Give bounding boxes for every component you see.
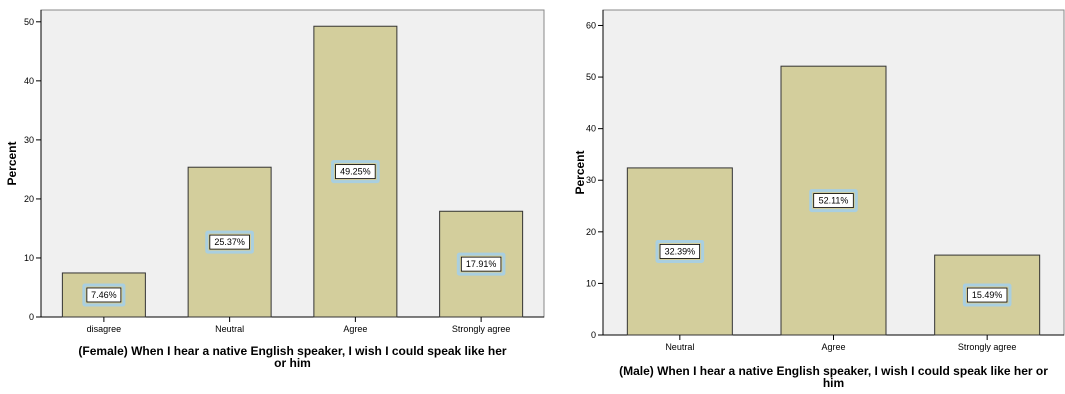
male-y-tick-label: 0 <box>591 330 596 340</box>
male-y-tick-label: 40 <box>586 124 596 134</box>
female-data-label: 49.25% <box>340 167 371 177</box>
female-x-tick-label: Neutral <box>215 324 244 334</box>
male-y-tick-label: 20 <box>586 227 596 237</box>
female-y-tick-label: 40 <box>24 76 34 86</box>
female-data-label: 25.37% <box>214 237 245 247</box>
female-data-label-halo <box>456 252 506 276</box>
female-chart-svg: 0 10 20 30 40 50 Percent disagree 7.46% Neutral 25… <box>5 9 545 370</box>
female-chart: 0 10 20 30 40 50 Percent disagree 7.46% Neutral 25… <box>5 9 545 370</box>
male-data-label: 15.49% <box>972 290 1003 300</box>
female-y-tick-label: 20 <box>24 194 34 204</box>
female-data-label-box <box>335 164 376 180</box>
female-y-tick-label: 10 <box>24 253 34 263</box>
female-data-label-halo <box>205 230 254 254</box>
male-x-tick-label: Strongly agree <box>958 342 1017 352</box>
female-data-label-box <box>460 256 502 272</box>
male-y-tick-label: 30 <box>586 175 596 185</box>
female-data-label-box <box>86 287 122 303</box>
female-data-label-box <box>209 234 250 250</box>
male-data-label-box <box>659 244 701 259</box>
male-y-axis-title: Percent <box>573 150 587 194</box>
male-y-tick-label: 60 <box>586 20 596 30</box>
male-data-label-halo <box>809 189 858 213</box>
female-y-tick-label: 30 <box>24 135 34 145</box>
male-x-axis-title: (Male) When I hear a native English spea… <box>619 364 1048 378</box>
female-y-axis-title: Percent <box>5 141 19 185</box>
male-y-tick-label: 50 <box>586 72 596 82</box>
male-x-tick-label: Neutral <box>665 342 694 352</box>
male-data-label: 32.39% <box>665 246 696 256</box>
female-x-tick-label: disagree <box>87 324 122 334</box>
female-data-label-halo <box>82 283 126 307</box>
male-data-label-box <box>813 193 854 208</box>
male-data-label: 52.11% <box>819 196 849 206</box>
female-y-tick-label: 50 <box>24 17 34 27</box>
female-x-axis-title: or him <box>274 356 311 370</box>
male-chart-svg: 0 10 20 30 40 50 60 Percent Neutral 32.39% Agree 52… <box>573 9 1065 390</box>
male-data-label-box <box>966 287 1008 303</box>
male-data-label-halo <box>962 283 1012 307</box>
male-chart: 0 10 20 30 40 50 60 Percent Neutral 32.39% Agree 52… <box>560 0 1065 394</box>
female-x-tick-label: Strongly agree <box>452 324 511 334</box>
male-y-tick-label: 10 <box>586 278 596 288</box>
female-y-tick-label: 0 <box>29 312 34 322</box>
female-x-tick-label: Agree <box>343 324 367 334</box>
male-x-axis-title: him <box>823 376 844 390</box>
male-x-tick-label: Agree <box>821 342 845 352</box>
male-data-label-halo <box>655 239 705 263</box>
female-data-label: 7.46% <box>91 290 117 300</box>
female-data-label-halo <box>331 160 380 184</box>
female-x-axis-title: (Female) When I hear a native English sp… <box>78 344 506 358</box>
female-data-label: 17.91% <box>466 259 497 269</box>
